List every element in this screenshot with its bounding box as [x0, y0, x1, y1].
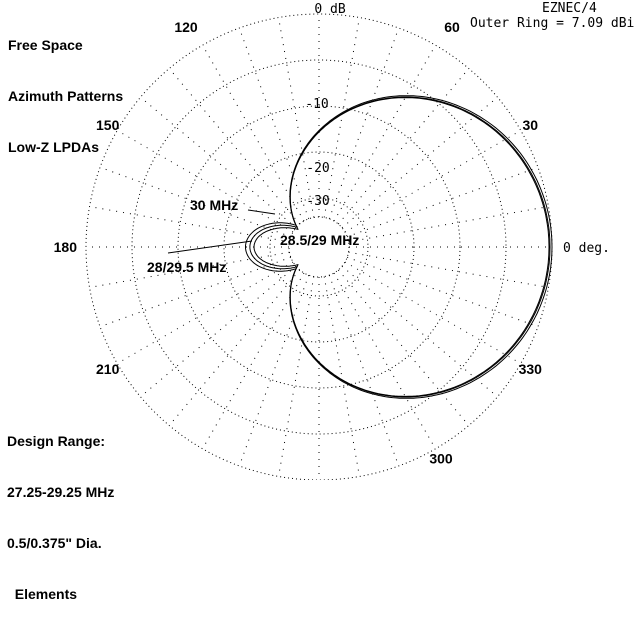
design-range-block: Design Range: 27.25-29.25 MHz 0.5/0.375"…	[7, 399, 114, 620]
polar-plot: 0 dB -10 -20 -30 0 deg. 30 60 120 150 180 210 300 3…	[54, 2, 610, 480]
design-line: 0.5/0.375" Dia.	[7, 535, 102, 551]
angle-label: 330	[519, 361, 543, 377]
outer-ring-label: Outer Ring = 7.09 dBi	[470, 16, 635, 31]
ring-tick-label: -10	[305, 97, 328, 112]
pattern-series-2	[249, 96, 551, 398]
pattern-series-1	[245, 95, 553, 399]
grid-radial	[278, 17, 315, 218]
grid-radial	[238, 27, 310, 219]
angle-label: 60	[444, 19, 460, 35]
angle-label: 210	[96, 361, 120, 377]
angle-label: 120	[174, 19, 198, 35]
pattern-series-3	[253, 97, 550, 397]
grid-ring	[177, 105, 461, 389]
grid-radial	[344, 261, 522, 364]
annotation-leaders	[167, 209, 276, 254]
angle-label: 180	[54, 239, 78, 255]
angle-label: 300	[429, 450, 453, 466]
grid-radial	[323, 276, 360, 477]
ring-tick-label: 0 dB	[314, 2, 345, 17]
title-line: Azimuth Patterns	[8, 88, 124, 104]
angle-label: 0 deg.	[563, 241, 610, 256]
pattern-curves	[245, 95, 553, 399]
leader-28-29-5mhz	[167, 240, 253, 254]
angle-label: 30	[523, 117, 539, 133]
grid-radial	[348, 206, 549, 243]
ring-tick-labels: 0 dB -10 -20 -30	[305, 2, 346, 209]
grid-radial	[328, 275, 400, 467]
title-line: Free Space	[8, 37, 83, 53]
grid-ring	[131, 59, 507, 435]
ring-tick-label: -30	[306, 194, 329, 209]
grid-radial	[323, 17, 360, 218]
annotation-28-29-5mhz: 28/29.5 MHz	[147, 259, 226, 275]
grid-radial	[333, 272, 436, 450]
grid-radial	[140, 265, 297, 398]
leader-30mhz	[247, 209, 276, 215]
grid-radial	[337, 269, 470, 426]
grid-radial	[333, 44, 436, 222]
angle-labels: 0 deg. 30 60 120 150 180 210 300 330	[54, 19, 610, 466]
grid-radial	[344, 130, 522, 233]
grid-radial	[278, 276, 315, 477]
annotation-28-5-29mhz: 28.5/29 MHz	[280, 232, 359, 248]
grid-radial	[347, 166, 539, 238]
grid-radial	[347, 256, 539, 328]
grid-radial	[238, 275, 310, 467]
grid-radial	[337, 68, 470, 225]
design-line: Elements	[7, 586, 78, 602]
program-name: EZNEC/4	[542, 1, 597, 16]
angle-label: 150	[96, 117, 120, 133]
grid-radial	[168, 269, 301, 426]
design-line: 27.25-29.25 MHz	[7, 484, 115, 500]
ring-tick-label: -20	[306, 161, 329, 176]
title-line: Low-Z LPDAs	[8, 139, 99, 155]
annotation-30mhz: 30 MHz	[190, 197, 238, 213]
grid-radial	[328, 27, 400, 219]
title-block: Free Space Azimuth Patterns Low-Z LPDAs	[8, 3, 123, 173]
grid-ring	[223, 151, 415, 343]
design-line: Design Range:	[7, 433, 106, 449]
grid-radial	[202, 44, 305, 222]
grid-radial	[348, 251, 549, 288]
grid-radial	[116, 130, 294, 233]
grid-ring	[269, 197, 369, 297]
